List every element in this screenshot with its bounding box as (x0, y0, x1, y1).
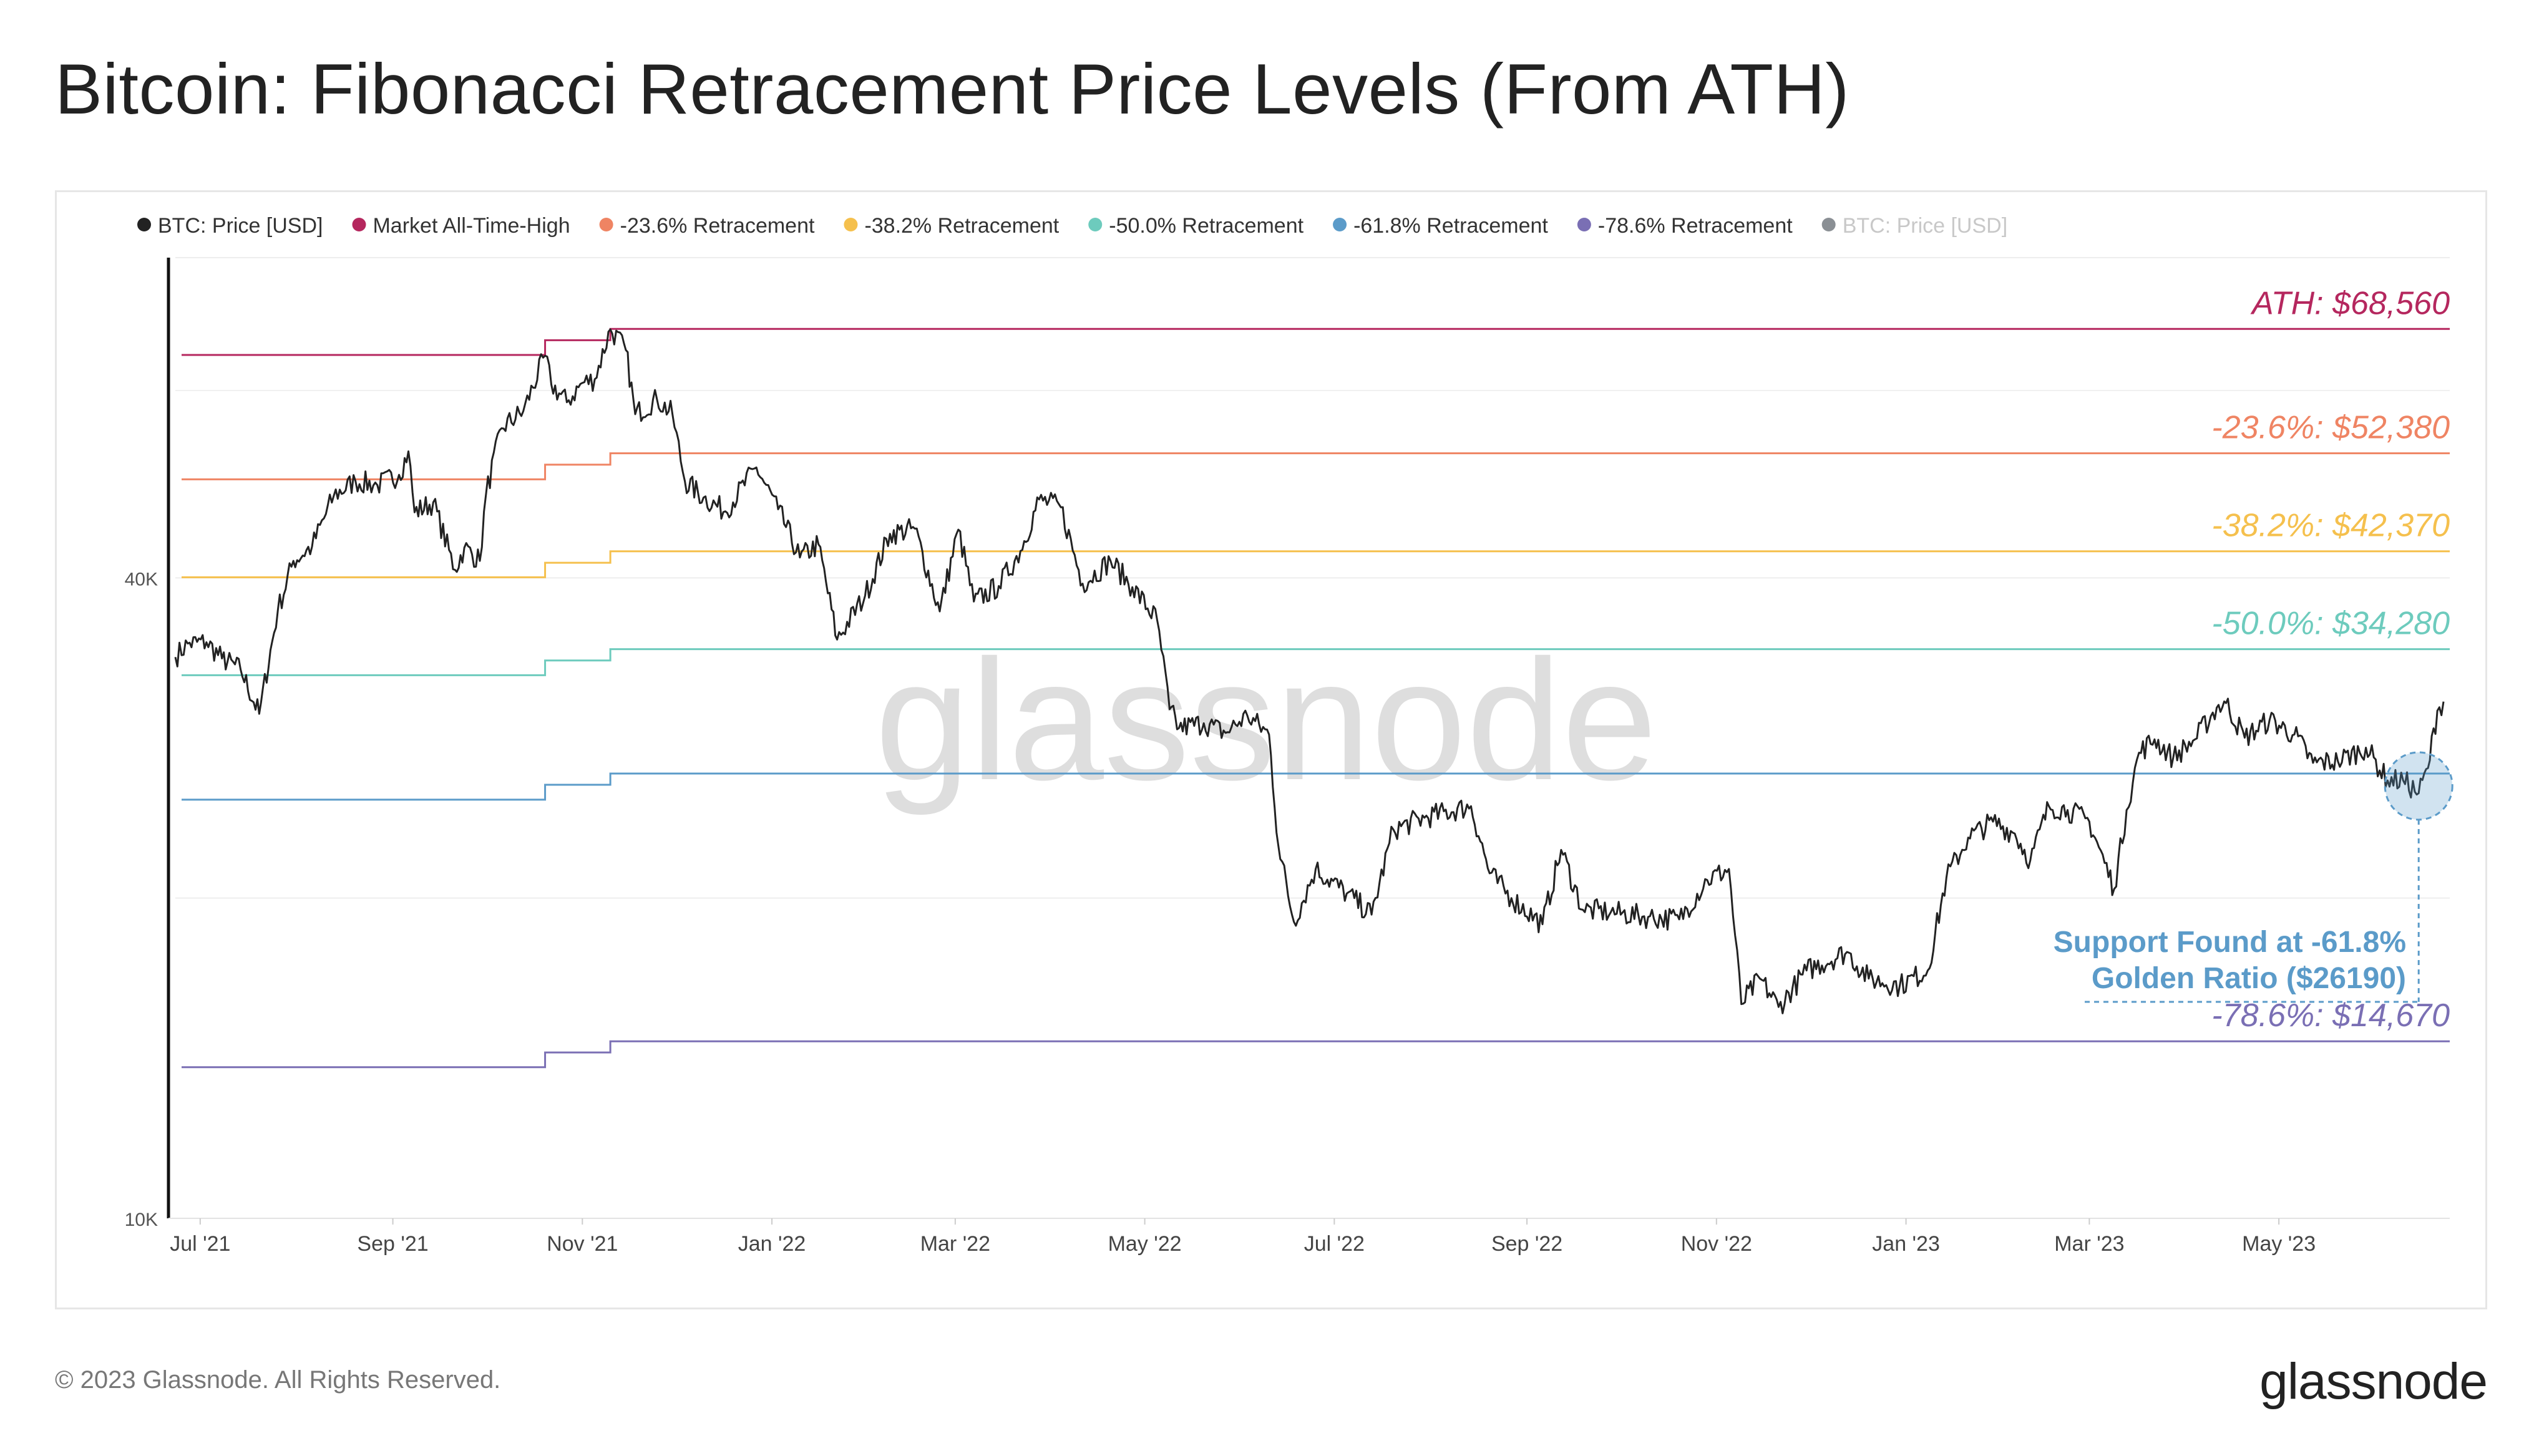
legend-item-1[interactable]: Market All-Time-High (352, 214, 570, 238)
level-label: -50.0%: $34,280 (2211, 606, 2450, 642)
legend-item-6[interactable]: -78.6% Retracement (1577, 214, 1793, 238)
level-line-4 (182, 772, 2450, 801)
x-tick-label: Sep '22 (1491, 1232, 1562, 1256)
axes: 10K 40K Jul '21 Sep '21 Nov '21 Jan '22 Mar '2… (125, 258, 2450, 1256)
y-tick-label: 10K (125, 1210, 158, 1230)
legend-label: BTC: Price [USD] (1843, 214, 2007, 238)
x-tick-label: Jan '22 (738, 1232, 806, 1256)
glassnode-logo: glassnode (2259, 1353, 2488, 1410)
watermark: glassnode (875, 624, 1657, 817)
annotation-text-line2: Golden Ratio ($26190) (2092, 962, 2406, 995)
x-tick-label: Sep '21 (357, 1232, 428, 1256)
level-label: ATH: $68,560 (2250, 285, 2450, 321)
legend-label: -61.8% Retracement (1353, 214, 1548, 238)
legend-marker (1577, 218, 1591, 231)
x-tick-label: Mar '23 (2054, 1232, 2124, 1256)
legend-label: BTC: Price [USD] (158, 214, 323, 238)
level-line-3 (182, 648, 2450, 676)
x-tick-label: May '23 (2242, 1232, 2316, 1256)
x-tick-label: Jan '23 (1872, 1232, 1940, 1256)
x-tick-label: Jul '22 (1304, 1232, 1365, 1256)
chart-svg: BTC: Price [USD] Market All-Time-High -23.… (125, 214, 2453, 1256)
x-tick-label: Mar '22 (920, 1232, 990, 1256)
level-label: -38.2%: $42,370 (2211, 508, 2450, 544)
legend-item-0[interactable]: BTC: Price [USD] (137, 214, 323, 238)
legend: BTC: Price [USD] Market All-Time-High -23.… (137, 214, 2007, 238)
legend-item-7[interactable]: BTC: Price [USD] (1821, 214, 2007, 238)
legend-item-3[interactable]: -38.2% Retracement (844, 214, 1060, 238)
legend-marker (1088, 218, 1103, 231)
level-label: -78.6%: $14,670 (2211, 997, 2450, 1034)
retracement-levels (182, 328, 2450, 1069)
legend-marker (137, 218, 151, 231)
x-tick-label: Nov '22 (1681, 1232, 1752, 1256)
level-label: -23.6%: $52,380 (2211, 410, 2450, 446)
chart-title: Bitcoin: Fibonacci Retracement Price Lev… (55, 50, 1849, 129)
legend-label: -38.2% Retracement (864, 214, 1059, 238)
level-line-1 (182, 452, 2450, 480)
annotation-text-line1: Support Found at -61.8% (2054, 926, 2406, 959)
legend-item-5[interactable]: -61.8% Retracement (1333, 214, 1548, 238)
x-tick-label: Jul '21 (170, 1232, 230, 1256)
price-series (174, 328, 2445, 1014)
legend-item-2[interactable]: -23.6% Retracement (599, 214, 815, 238)
legend-label: -23.6% Retracement (620, 214, 815, 238)
legend-label: Market All-Time-High (373, 214, 570, 238)
y-tick-label: 40K (125, 569, 158, 590)
level-line-0 (182, 328, 2450, 356)
level-line-2 (182, 550, 2450, 578)
copyright-text: © 2023 Glassnode. All Rights Reserved. (55, 1366, 501, 1394)
legend-label: -50.0% Retracement (1109, 214, 1303, 238)
legend-marker (1821, 218, 1836, 231)
x-tick-label: Nov '21 (547, 1232, 618, 1256)
legend-marker (1333, 218, 1347, 231)
legend-marker (599, 218, 613, 231)
legend-label: -78.6% Retracement (1598, 214, 1793, 238)
support-annotation: Support Found at -61.8%Golden Ratio ($26… (2054, 751, 2453, 1003)
legend-marker (844, 218, 858, 231)
legend-marker (352, 218, 366, 231)
support-circle (2384, 751, 2453, 821)
price-line (174, 328, 2445, 1014)
level-labels: ATH: $68,560 -23.6%: $52,380 -38.2%: $42,3… (2211, 285, 2450, 1034)
x-tick-label: May '22 (1108, 1232, 1182, 1256)
legend-item-4[interactable]: -50.0% Retracement (1088, 214, 1304, 238)
chart-panel: BTC: Price [USD] Market All-Time-High -23.… (55, 190, 2487, 1309)
level-line-5 (182, 1040, 2450, 1069)
